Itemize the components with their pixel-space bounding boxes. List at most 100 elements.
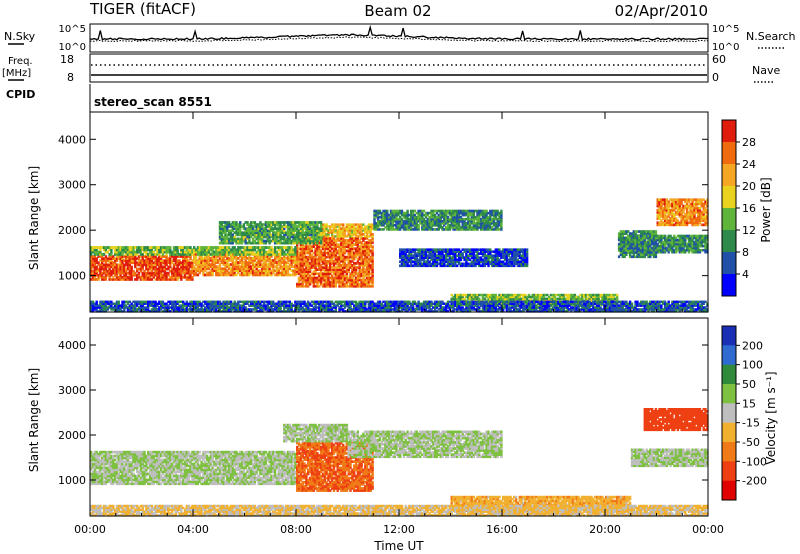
heatmap-cell (240, 257, 244, 260)
heatmap-cell (141, 255, 144, 258)
heatmap-cell (308, 253, 312, 257)
heatmap-cell (262, 229, 266, 233)
heatmap-cell (106, 259, 109, 262)
heatmap-cell (343, 276, 347, 280)
heatmap-cell (261, 267, 264, 271)
heatmap-cell (323, 270, 326, 273)
heatmap-cell (196, 250, 200, 254)
heatmap-cell (226, 235, 229, 239)
heatmap-cell (371, 278, 374, 282)
heatmap-cell (270, 273, 273, 277)
heatmap-cell (227, 248, 231, 252)
heatmap-cell (95, 257, 98, 260)
heatmap-cell (218, 233, 222, 237)
heatmap-cell (110, 271, 113, 275)
heatmap-cell (158, 278, 161, 281)
heatmap-cell (102, 271, 106, 275)
heatmap-cell (110, 259, 113, 262)
heatmap-cell (327, 259, 330, 263)
heatmap-cell (325, 239, 328, 242)
heatmap-cell (316, 245, 319, 248)
heatmap-cell (354, 241, 358, 244)
heatmap-cell (91, 259, 95, 262)
heatmap-cell (240, 259, 244, 262)
heatmap-cell (253, 246, 257, 249)
heatmap-cell (318, 272, 321, 276)
heatmap-cell (360, 284, 363, 288)
heatmap-cell (204, 248, 207, 252)
heatmap-cell (266, 273, 269, 277)
heatmap-cell (323, 268, 326, 271)
heatmap-cell (343, 274, 347, 278)
heatmap-cell (325, 243, 328, 246)
heatmap-cell (310, 262, 314, 265)
heatmap-cell (170, 278, 174, 281)
heatmap-cell (365, 229, 369, 232)
heatmap-cell (242, 263, 246, 266)
heatmap-cell (185, 276, 188, 279)
heatmap-cell (330, 262, 334, 265)
heatmap-cell (356, 251, 360, 255)
heatmap-cell (123, 271, 126, 275)
heatmap-cell (213, 252, 216, 256)
heatmap-cell (130, 273, 133, 277)
heatmap-cell (264, 250, 268, 254)
heatmap-cell (325, 241, 328, 244)
heatmap-cell (130, 261, 133, 265)
heatmap-cell (178, 273, 181, 277)
heatmap-cell (334, 274, 337, 278)
heatmap-cell (314, 259, 317, 263)
heatmap-cell (351, 251, 354, 255)
heatmap-cell (189, 273, 192, 277)
heatmap-cell (227, 237, 231, 241)
heatmap-cell (255, 267, 258, 271)
heatmap-cell (330, 231, 334, 234)
heatmap-cell (369, 239, 372, 242)
heatmap-cell (231, 233, 234, 237)
heatmap-cell (182, 263, 185, 267)
heatmap-cell (299, 257, 303, 261)
heatmap-cell (312, 251, 315, 255)
heatmap-cell (369, 276, 372, 280)
heatmap-cell (176, 250, 179, 254)
heatmap-cell (239, 227, 242, 230)
heatmap-cell (90, 278, 93, 281)
heatmap-cell (292, 257, 295, 260)
heatmap-cell (332, 249, 336, 253)
heatmap-cell (323, 229, 326, 232)
heatmap-cell (126, 265, 130, 269)
heatmap-cell (308, 278, 312, 282)
heatmap-cell (343, 262, 347, 265)
heatmap-cell (209, 257, 212, 260)
heatmap-cell (202, 265, 205, 268)
heatmap-cell (307, 272, 310, 276)
heatmap-cell (347, 241, 350, 244)
heatmap-cell (180, 278, 183, 281)
heatmap-cell (330, 282, 334, 286)
heatmap-cell (353, 278, 356, 282)
heatmap-cell (354, 280, 358, 284)
heatmap-cell (104, 269, 108, 273)
heatmap-cell (233, 257, 236, 260)
heatmap-cell (338, 264, 341, 267)
heatmap-cell (325, 262, 328, 265)
freq-unit-label: [MHz] (2, 68, 31, 79)
heatmap-cell (316, 272, 319, 276)
heatmap-cell (301, 249, 304, 253)
heatmap-cell (364, 255, 367, 259)
heatmap-cell (233, 273, 236, 277)
heatmap-cell (250, 252, 253, 256)
heatmap-cell (242, 261, 246, 264)
heatmap-cell (334, 266, 337, 269)
heatmap-cell (205, 257, 209, 260)
heatmap-cell (194, 259, 198, 262)
heatmap-cell (113, 265, 117, 269)
heatmap-cell (246, 271, 249, 275)
heatmap-cell (272, 271, 275, 275)
heatmap-cell (279, 257, 282, 260)
heatmap-cell (250, 265, 253, 268)
heatmap-cell (163, 255, 166, 258)
heatmap-cell (261, 265, 264, 268)
heatmap-cell (229, 231, 233, 235)
heatmap-cell (222, 261, 225, 264)
